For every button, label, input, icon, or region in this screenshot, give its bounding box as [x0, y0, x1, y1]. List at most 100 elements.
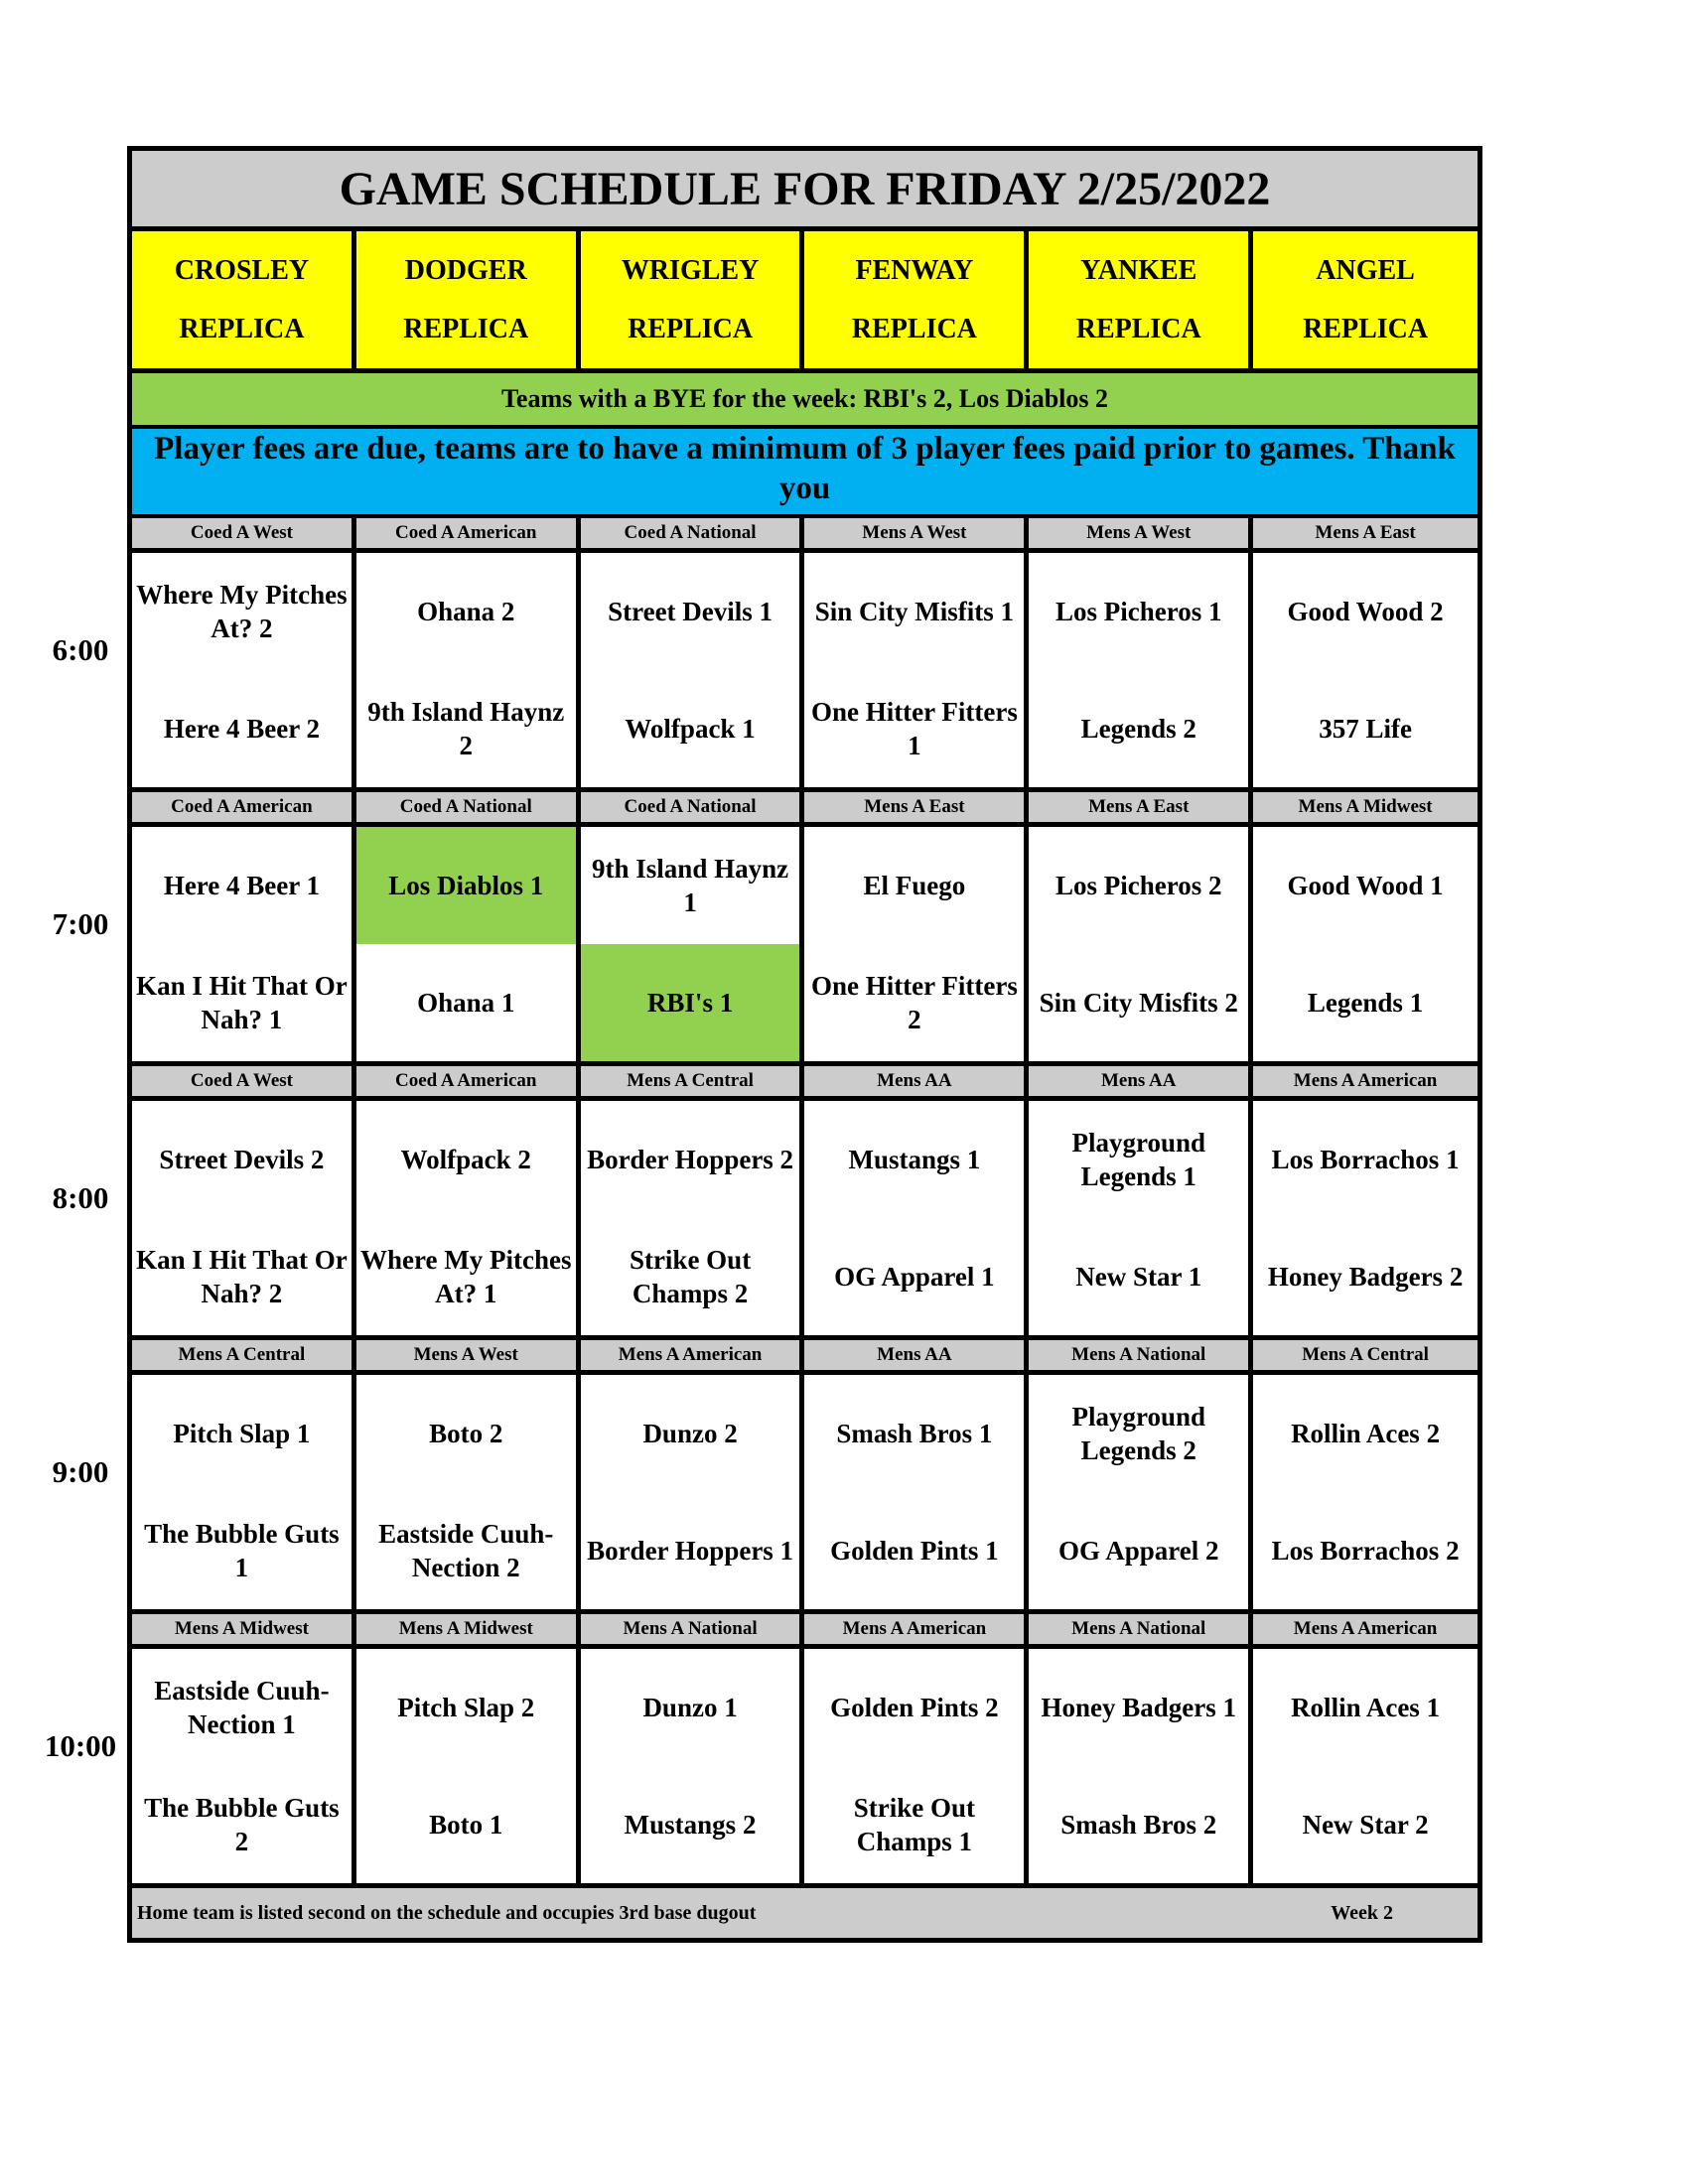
division-label: Mens A Midwest: [355, 1614, 581, 1644]
away-team: Ohana 2: [417, 597, 515, 626]
home-team: Honey Badgers 2: [1267, 1262, 1464, 1292]
home-team: The Bubble Guts 1: [144, 1519, 340, 1582]
game-cell: Ohana 2 9th Island Haynz 2: [356, 553, 581, 787]
away-team: Street Devils 2: [159, 1145, 325, 1174]
time-slot-label: 10:00: [44, 1728, 117, 1763]
home-team: Mustangs 2: [624, 1810, 757, 1840]
game-cell: El Fuego One Hitter Fitters 2: [804, 827, 1030, 1061]
field-name: ANGEL: [1316, 254, 1415, 286]
game-cell: Playground Legends 2 OG Apparel 2: [1029, 1375, 1254, 1609]
home-team: Los Borrachos 2: [1271, 1536, 1460, 1566]
week-label: Week 2: [1331, 1901, 1393, 1924]
home-team: OG Apparel 2: [1057, 1536, 1219, 1566]
away-team: Border Hoppers 2: [587, 1145, 794, 1174]
home-team: Kan I Hit That Or Nah? 1: [136, 971, 348, 1034]
away-team: Los Borrachos 1: [1271, 1145, 1460, 1174]
footer: Home team is listed second on the schedu…: [132, 1883, 1477, 1938]
division-label: Mens A American: [1253, 1614, 1477, 1644]
away-team: Where My Pitches At? 2: [136, 580, 348, 643]
away-team: Here 4 Beer 1: [163, 871, 321, 900]
division-label: Coed A American: [132, 792, 356, 822]
division-label: Coed A West: [132, 518, 356, 548]
division-label: Mens A Central: [132, 1340, 356, 1370]
division-label: Coed A National: [355, 792, 581, 822]
game-cell: Dunzo 1 Mustangs 2: [581, 1649, 805, 1883]
away-team: Pitch Slap 1: [173, 1419, 311, 1448]
field-name: REPLICA: [628, 313, 754, 344]
division-label: Mens A East: [1029, 792, 1254, 822]
away-team: Pitch Slap 2: [397, 1693, 535, 1722]
game-cell: Honey Badgers 1 Smash Bros 2: [1029, 1649, 1254, 1883]
game-cell: Boto 2 Eastside Cuuh-Nection 2: [356, 1375, 581, 1609]
fees-notice: Player fees are due, teams are to have a…: [132, 429, 1477, 514]
away-team: Smash Bros 1: [836, 1419, 993, 1448]
game-cell: Where My Pitches At? 2 Here 4 Beer 2: [132, 553, 356, 787]
home-team: Here 4 Beer 2: [163, 714, 321, 744]
away-team: Playground Legends 1: [1071, 1128, 1206, 1191]
game-cell: Good Wood 2 357 Life: [1253, 553, 1477, 787]
division-label: Mens A American: [580, 1340, 805, 1370]
page-title: GAME SCHEDULE FOR FRIDAY 2/25/2022: [132, 151, 1477, 231]
division-label: Mens A Central: [580, 1066, 805, 1096]
home-team: Legends 1: [1307, 988, 1424, 1018]
field-name: FENWAY: [855, 254, 974, 286]
bye-notice: Teams with a BYE for the week: RBI's 2, …: [132, 373, 1477, 429]
game-cell: Los Diablos 1 Ohana 1: [355, 827, 581, 1061]
field-header: YANKEE REPLICA: [1029, 231, 1254, 368]
division-label: Mens A West: [804, 518, 1030, 548]
division-label: Mens A Midwest: [132, 1614, 356, 1644]
away-team: Sin City Misfits 1: [814, 597, 1015, 626]
game-cell: 9th Island Haynz 1 RBI's 1: [580, 827, 805, 1061]
division-label: Mens AA: [804, 1340, 1030, 1370]
field-name: DODGER: [404, 254, 527, 286]
away-team: Street Devils 1: [608, 597, 774, 626]
away-team: Rollin Aces 1: [1291, 1693, 1441, 1722]
field-header: ANGEL REPLICA: [1253, 231, 1477, 368]
home-team: Boto 1: [429, 1810, 503, 1840]
schedule-table: GAME SCHEDULE FOR FRIDAY 2/25/2022 CROSL…: [127, 146, 1482, 1943]
game-cell: Pitch Slap 1 The Bubble Guts 1: [132, 1375, 356, 1609]
game-cell: Sin City Misfits 1 One Hitter Fitters 1: [804, 553, 1030, 787]
away-team: Wolfpack 2: [400, 1145, 531, 1174]
division-label: Coed A American: [355, 518, 581, 548]
game-cell: Street Devils 1 Wolfpack 1: [581, 553, 805, 787]
division-row: Coed A American Coed A National Coed A Nat…: [132, 787, 1477, 827]
away-team: 9th Island Haynz 1: [592, 854, 789, 917]
home-team: New Star 1: [1075, 1262, 1202, 1292]
game-cell: Good Wood 1 Legends 1: [1253, 827, 1477, 1061]
division-label: Mens A American: [804, 1614, 1030, 1644]
field-header: DODGER REPLICA: [355, 231, 581, 368]
field-name: CROSLEY: [174, 254, 310, 286]
away-team: Golden Pints 2: [830, 1693, 999, 1722]
home-team: Legends 2: [1080, 714, 1196, 744]
games-row: Here 4 Beer 1 Kan I Hit That Or Nah? 1 Los…: [132, 827, 1477, 1061]
field-name: WRIGLEY: [621, 254, 760, 286]
game-cell: Los Picheros 1 Legends 2: [1029, 553, 1254, 787]
division-label: Mens A National: [580, 1614, 805, 1644]
away-team: Dunzo 2: [642, 1419, 738, 1448]
division-label: Mens A Midwest: [1253, 792, 1477, 822]
field-name: YANKEE: [1080, 254, 1197, 286]
division-label: Mens A American: [1253, 1066, 1477, 1096]
game-cell: Golden Pints 2 Strike Out Champs 1: [804, 1649, 1030, 1883]
division-label: Mens A Central: [1253, 1340, 1477, 1370]
division-label: Mens AA: [804, 1066, 1030, 1096]
game-cell: Eastside Cuuh-Nection 1 The Bubble Guts 2: [132, 1649, 356, 1883]
division-label: Mens AA: [1029, 1066, 1254, 1096]
home-team: Wolfpack 1: [625, 714, 756, 744]
game-cell: Dunzo 2 Border Hoppers 1: [581, 1375, 805, 1609]
home-team-note: Home team is listed second on the schedu…: [137, 1901, 757, 1924]
away-team: Good Wood 1: [1287, 871, 1444, 900]
time-slot-label: 9:00: [52, 1454, 109, 1489]
field-name: REPLICA: [1303, 313, 1429, 344]
field-header: WRIGLEY REPLICA: [580, 231, 805, 368]
away-team: Dunzo 1: [642, 1693, 738, 1722]
home-team: Ohana 1: [417, 988, 515, 1018]
home-team: One Hitter Fitters 1: [810, 697, 1018, 760]
home-team: Strike Out Champs 2: [629, 1245, 752, 1308]
time-slot-label: 6:00: [52, 632, 109, 667]
home-team: Golden Pints 1: [830, 1536, 999, 1566]
division-label: Coed A National: [580, 792, 805, 822]
home-team: RBI's 1: [580, 944, 800, 1061]
